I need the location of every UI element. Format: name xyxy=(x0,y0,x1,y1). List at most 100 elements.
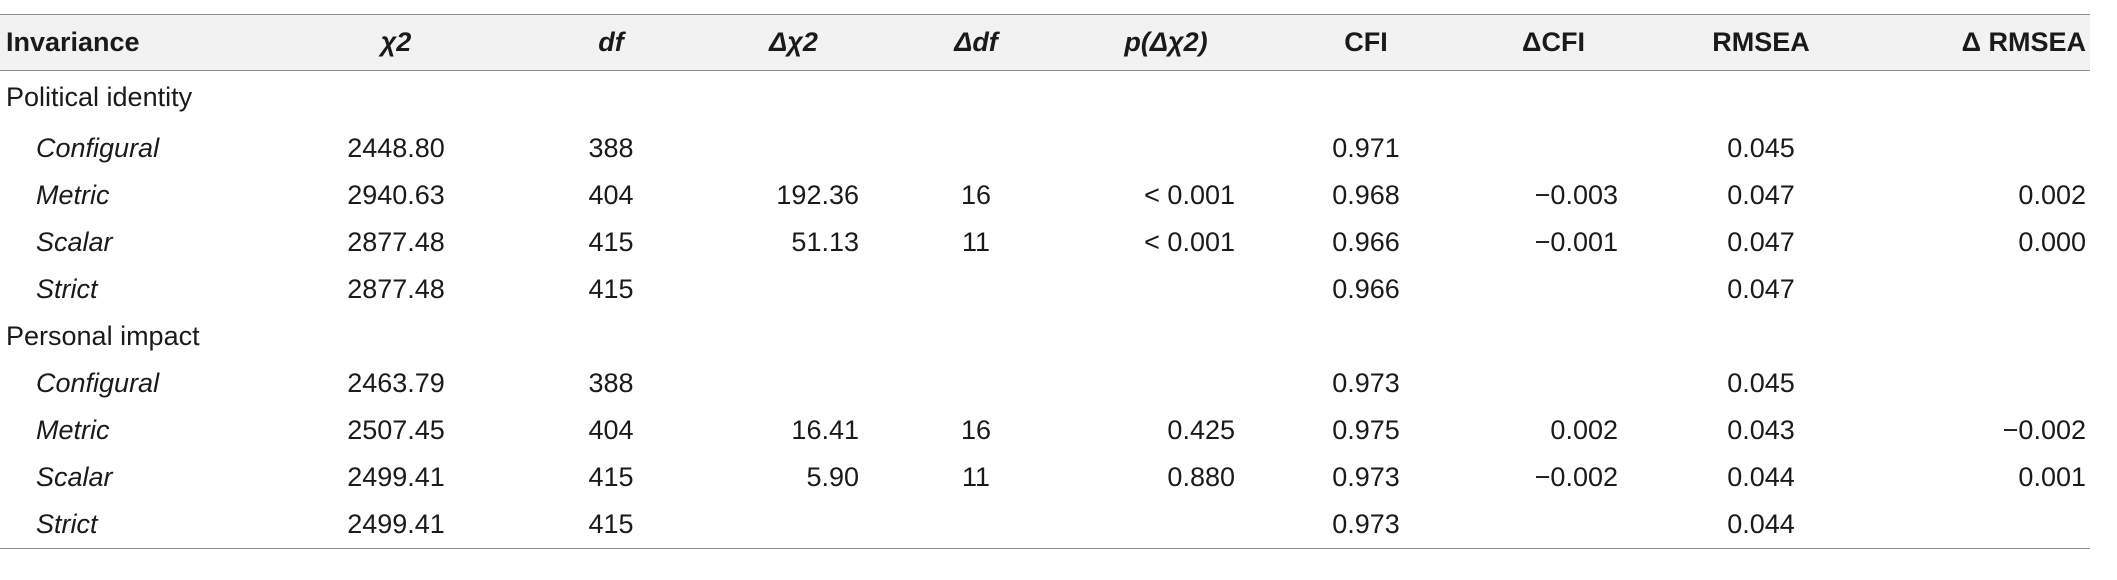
df-cell: 388 xyxy=(588,367,634,398)
group-label: Personal impact xyxy=(6,320,200,351)
delta-df-cell: 11 xyxy=(961,226,991,257)
rmsea-cell: 0.045 xyxy=(1727,132,1795,163)
delta-rmsea-cell: −0.002 xyxy=(2002,414,2086,445)
delta-cfi-cell: −0.003 xyxy=(1534,179,1618,210)
cfi-cell: 0.973 xyxy=(1332,367,1400,398)
cfi-cell: 0.975 xyxy=(1332,414,1400,445)
table-row: Configural 2463.79 388 0.973 0.045 xyxy=(0,360,2090,407)
delta-chi2-cell: 192.36 xyxy=(776,179,859,210)
model-label: Metric xyxy=(36,414,110,445)
table-row: Scalar 2877.48 415 51.13 11 < 0.001 0.96… xyxy=(0,219,2090,266)
delta-chi2-cell xyxy=(696,360,891,407)
header-df-label: df xyxy=(598,27,624,57)
p-cell xyxy=(1061,125,1271,172)
group-row-personal-impact: Personal impact xyxy=(0,313,2090,360)
delta-chi2-cell: 5.90 xyxy=(806,461,859,492)
cfi-cell: 0.971 xyxy=(1332,132,1400,163)
rmsea-cell: 0.047 xyxy=(1727,226,1795,257)
rmsea-cell: 0.044 xyxy=(1727,508,1795,539)
p-cell: < 0.001 xyxy=(1144,226,1235,257)
rmsea-cell: 0.047 xyxy=(1727,179,1795,210)
delta-cfi-cell xyxy=(1461,501,1646,549)
header-cfi: CFI xyxy=(1344,27,1388,57)
group-label: Political identity xyxy=(6,82,193,113)
delta-chi2-cell xyxy=(696,125,891,172)
delta-rmsea-cell: 0.001 xyxy=(2018,461,2086,492)
p-cell xyxy=(1061,360,1271,407)
header-df: df xyxy=(526,15,696,71)
p-cell xyxy=(1061,266,1271,313)
delta-cfi-cell xyxy=(1461,266,1646,313)
header-delta-chi2-label: Δχ2 xyxy=(769,27,818,57)
rmsea-cell: 0.044 xyxy=(1727,461,1795,492)
delta-rmsea-cell xyxy=(1876,501,2090,549)
table-header: Invariance χ2 df Δχ2 Δdf p(Δχ2) CFI ΔCFI… xyxy=(0,14,2090,71)
delta-rmsea-cell xyxy=(1876,360,2090,407)
rmsea-cell: 0.043 xyxy=(1727,414,1795,445)
invariance-table: Invariance χ2 df Δχ2 Δdf p(Δχ2) CFI ΔCFI… xyxy=(0,14,2090,549)
df-cell: 415 xyxy=(588,273,634,304)
df-cell: 404 xyxy=(588,414,634,445)
table-body: Political identity Configural 2448.80 38… xyxy=(0,71,2090,549)
header-row: Invariance χ2 df Δχ2 Δdf p(Δχ2) CFI ΔCFI… xyxy=(0,14,2090,71)
group-row-political-identity: Political identity xyxy=(0,71,2090,125)
df-cell: 415 xyxy=(588,508,634,539)
delta-cfi-cell xyxy=(1461,360,1646,407)
cfi-cell: 0.966 xyxy=(1332,226,1400,257)
delta-rmsea-cell: 0.002 xyxy=(2018,179,2086,210)
delta-chi2-cell: 51.13 xyxy=(791,226,859,257)
p-cell xyxy=(1061,501,1271,549)
table-row: Configural 2448.80 388 0.971 0.045 xyxy=(0,125,2090,172)
header-chi2: χ2 xyxy=(266,15,526,71)
df-cell: 415 xyxy=(588,461,634,492)
table-row: Metric 2940.63 404 192.36 16 < 0.001 0.9… xyxy=(0,172,2090,219)
delta-df-cell: 16 xyxy=(960,179,992,210)
delta-cfi-cell xyxy=(1461,125,1646,172)
chi2-cell: 2499.41 xyxy=(347,508,445,539)
header-p-delta-chi2-label: p(Δχ2) xyxy=(1124,27,1208,57)
model-label: Configural xyxy=(36,367,160,398)
chi2-cell: 2499.41 xyxy=(347,461,445,492)
table-row: Metric 2507.45 404 16.41 16 0.425 0.975 … xyxy=(0,407,2090,454)
delta-cfi-cell: 0.002 xyxy=(1550,414,1618,445)
header-delta-chi2: Δχ2 xyxy=(696,15,891,71)
chi2-cell: 2448.80 xyxy=(347,132,445,163)
model-label: Scalar xyxy=(36,226,113,257)
delta-df-cell xyxy=(891,266,1061,313)
header-delta-df-label: Δdf xyxy=(954,27,998,57)
header-rmsea: RMSEA xyxy=(1712,27,1810,57)
delta-df-cell xyxy=(891,501,1061,549)
df-cell: 404 xyxy=(588,179,634,210)
chi2-cell: 2940.63 xyxy=(347,179,445,210)
delta-rmsea-cell: 0.000 xyxy=(2018,226,2086,257)
cfi-cell: 0.968 xyxy=(1332,179,1400,210)
header-chi2-label: χ2 xyxy=(380,27,412,57)
header-delta-rmsea: Δ RMSEA xyxy=(1961,27,2086,57)
model-label: Scalar xyxy=(36,461,113,492)
model-label: Strict xyxy=(36,508,98,539)
p-cell: < 0.001 xyxy=(1144,179,1235,210)
delta-df-cell xyxy=(891,360,1061,407)
delta-cfi-cell: −0.002 xyxy=(1534,461,1618,492)
table-row: Strict 2877.48 415 0.966 0.047 xyxy=(0,266,2090,313)
chi2-cell: 2507.45 xyxy=(347,414,445,445)
header-delta-df: Δdf xyxy=(891,15,1061,71)
header-delta-cfi: ΔCFI xyxy=(1522,27,1585,57)
delta-rmsea-cell xyxy=(1876,125,2090,172)
model-label: Configural xyxy=(36,132,160,163)
cfi-cell: 0.973 xyxy=(1332,461,1400,492)
chi2-cell: 2463.79 xyxy=(347,367,445,398)
cfi-cell: 0.966 xyxy=(1332,273,1400,304)
delta-rmsea-cell xyxy=(1876,266,2090,313)
rmsea-cell: 0.045 xyxy=(1727,367,1795,398)
table-row: Strict 2499.41 415 0.973 0.044 xyxy=(0,501,2090,549)
rmsea-cell: 0.047 xyxy=(1727,273,1795,304)
delta-chi2-cell: 16.41 xyxy=(791,414,859,445)
p-cell: 0.880 xyxy=(1167,461,1235,492)
df-cell: 415 xyxy=(588,226,634,257)
delta-df-cell: 11 xyxy=(961,461,991,492)
df-cell: 388 xyxy=(588,132,634,163)
delta-cfi-cell: −0.001 xyxy=(1534,226,1618,257)
delta-chi2-cell xyxy=(696,266,891,313)
